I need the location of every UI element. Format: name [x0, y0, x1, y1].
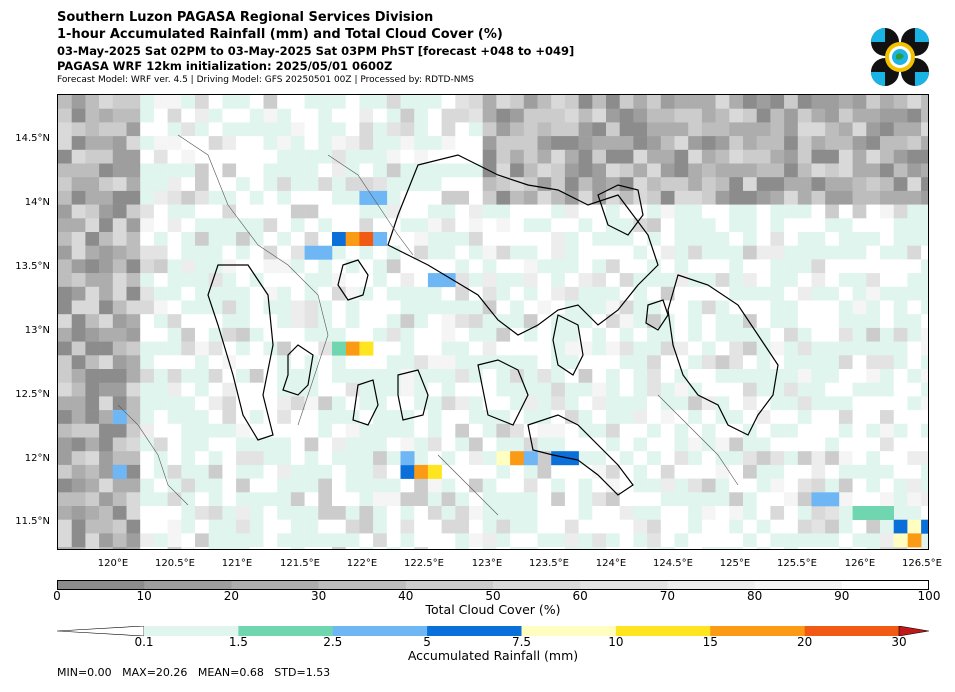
title-line-2: 1-hour Accumulated Rainfall (mm) and Tot…	[57, 27, 503, 42]
lat-tick-label: 14.5°N	[15, 133, 50, 144]
cloud-rain-grid	[58, 95, 928, 549]
colorbar-extend-high	[898, 626, 929, 636]
cloud-colorbar-label: Total Cloud Cover (%)	[425, 602, 561, 617]
cloud-colorbar-tick: 60	[572, 589, 588, 603]
lat-tick-label: 12°N	[24, 453, 50, 464]
map-canvas	[58, 95, 928, 549]
lon-tick-label: 122°E	[346, 558, 378, 569]
lat-tick-label: 13°N	[24, 325, 50, 336]
title-line-1: Southern Luzon PAGASA Regional Services …	[57, 10, 434, 25]
colorbar-segment	[754, 580, 843, 590]
colorbar-segment	[405, 580, 494, 590]
colorbar-segment	[521, 626, 617, 636]
rain-colorbar-tick: 0.1	[134, 635, 154, 649]
colorbar-segment	[841, 580, 929, 590]
model-info: Forecast Model: WRF ver. 4.5 | Driving M…	[57, 75, 474, 85]
colorbar-segment	[804, 626, 900, 636]
rain-colorbar-tick: 10	[608, 635, 624, 649]
cloud-colorbar-tick: 20	[223, 589, 240, 603]
rain-colorbar-tick: 1.5	[228, 635, 248, 649]
colorbar-segment	[144, 626, 239, 636]
valid-time: 03-May-2025 Sat 02PM to 03-May-2025 Sat …	[57, 44, 575, 58]
statistics-summary: MIN=0.00 MAX=20.26 MEAN=0.68 STD=1.53	[57, 666, 331, 679]
colorbar-segment	[57, 580, 145, 590]
rain-colorbar-tick: 30	[891, 635, 907, 649]
rain-colorbar-tick: 2.5	[323, 635, 343, 649]
colorbar-segment	[580, 580, 668, 590]
lon-tick-label: 126.5°E	[902, 558, 942, 569]
cloud-colorbar-tick: 90	[834, 589, 850, 603]
cloud-colorbar-tick: 30	[310, 589, 327, 603]
rain-colorbar-tick: 7.5	[511, 635, 532, 649]
rain-colorbar-label: Accumulated Rainfall (mm)	[407, 648, 579, 663]
lon-tick-label: 120.5°E	[155, 558, 195, 569]
lat-tick-label: 13.5°N	[15, 261, 50, 272]
cloud-colorbar-tick: 100	[917, 589, 941, 603]
colorbar-segment	[318, 580, 407, 590]
colorbar-segment	[332, 626, 428, 636]
cloud-colorbar-tick: 10	[136, 589, 152, 603]
cloud-colorbar-tick: 50	[485, 589, 501, 603]
colorbar-segment	[238, 626, 334, 636]
cloud-colorbar-tick: 80	[746, 589, 763, 603]
colorbar-segment	[667, 580, 756, 590]
cloud-colorbar-tick: 0	[53, 589, 61, 603]
pagasa-logo-icon	[871, 28, 929, 86]
coastline	[207, 154, 779, 496]
lon-tick-label: 120°E	[97, 558, 129, 569]
lon-tick-label: 123.5°E	[529, 558, 569, 569]
init-line: PAGASA WRF 12km initialization: 2025/05/…	[57, 59, 393, 73]
lat-tick-label: 12.5°N	[15, 389, 50, 400]
rain-colorbar-tick: 5	[423, 635, 431, 649]
rain-colorbar-tick: 15	[702, 635, 718, 649]
lon-tick-label: 122.5°E	[404, 558, 444, 569]
lon-tick-label: 125°E	[719, 558, 751, 569]
lon-tick-label: 123°E	[471, 558, 503, 569]
lon-tick-label: 124°E	[595, 558, 627, 569]
lon-tick-label: 126°E	[844, 558, 876, 569]
lon-tick-label: 125.5°E	[777, 558, 817, 569]
colorbar-segment	[427, 626, 522, 636]
colorbar-segment	[231, 580, 320, 590]
colorbar-extend-low	[57, 626, 145, 636]
cloud-colorbar-tick: 40	[398, 589, 414, 603]
colorbar-segment	[493, 580, 581, 590]
colorbar-segment	[710, 626, 806, 636]
lat-tick-label: 14°N	[24, 197, 50, 208]
lon-tick-label: 121°E	[221, 558, 253, 569]
rainfall-colorbar	[57, 626, 929, 636]
lon-tick-label: 121.5°E	[280, 558, 320, 569]
cloud-colorbar-tick: 70	[659, 589, 676, 603]
cloud-cover-colorbar	[57, 580, 929, 590]
rain-colorbar-tick: 20	[796, 635, 813, 649]
colorbar-segment	[144, 580, 232, 590]
lat-tick-label: 11.5°N	[15, 516, 50, 527]
colorbar-segment	[615, 626, 711, 636]
forecast-map	[57, 94, 929, 550]
lon-tick-label: 124.5°E	[653, 558, 693, 569]
